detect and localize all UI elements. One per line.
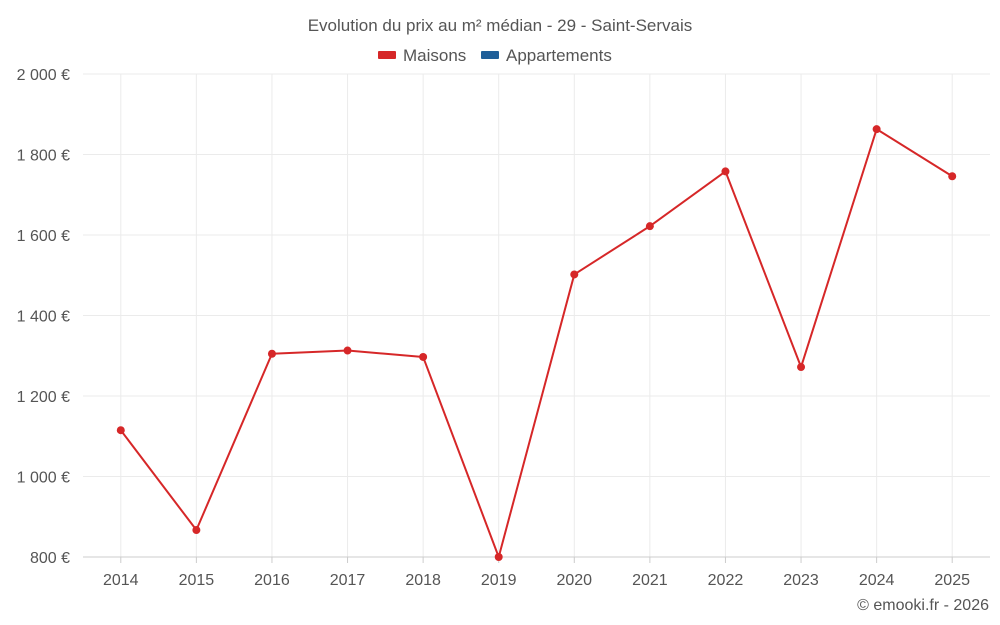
credit-text: © emooki.fr - 2026: [857, 597, 989, 614]
data-point[interactable]: [797, 363, 806, 372]
chart-title: Evolution du prix au m² médian - 29 - Sa…: [308, 16, 693, 35]
x-tick-label: 2016: [254, 572, 290, 589]
data-point[interactable]: [872, 125, 881, 134]
x-tick-label: 2025: [934, 572, 970, 589]
y-tick-label: 1 600 €: [17, 228, 70, 245]
axes: 800 € 1 000 € 1 200 € 1 400 € 1 600 € 1 800 €…: [17, 67, 990, 589]
x-tick-label: 2024: [859, 572, 895, 589]
data-point[interactable]: [343, 346, 352, 355]
x-tick-label: 2019: [481, 572, 517, 589]
y-tick-label: 800 €: [30, 550, 70, 567]
legend: Maisons Appartements: [378, 46, 612, 65]
data-point[interactable]: [494, 553, 503, 561]
x-tick-label: 2020: [556, 572, 592, 589]
x-tick-label: 2022: [708, 572, 744, 589]
x-tick-label: 2017: [330, 572, 366, 589]
y-tick-label: 1 000 €: [17, 470, 70, 487]
y-tick-label: 1 400 €: [17, 309, 70, 326]
grid: [83, 73, 990, 558]
data-point[interactable]: [192, 526, 201, 535]
data-point[interactable]: [570, 270, 579, 279]
legend-label-appartements: Appartements: [506, 46, 612, 65]
x-tick-label: 2015: [179, 572, 215, 589]
x-tick-label: 2014: [103, 572, 139, 589]
legend-item-maisons[interactable]: Maisons: [378, 46, 466, 65]
x-tick-label: 2018: [405, 572, 441, 589]
legend-swatch-appartements: [481, 51, 499, 59]
plot-area: [116, 125, 957, 561]
x-tick-label: 2023: [783, 572, 819, 589]
series-line-maisons: [119, 128, 953, 558]
legend-item-appartements[interactable]: Appartements: [481, 46, 612, 65]
legend-swatch-maisons: [378, 51, 396, 59]
data-point[interactable]: [116, 426, 125, 435]
y-tick-label: 1 200 €: [17, 389, 70, 406]
data-point[interactable]: [645, 222, 654, 231]
data-point[interactable]: [948, 172, 957, 181]
y-tick-label: 1 800 €: [17, 148, 70, 165]
legend-label-maisons: Maisons: [403, 46, 466, 65]
x-tick-label: 2021: [632, 572, 668, 589]
data-point[interactable]: [721, 167, 730, 176]
data-point[interactable]: [267, 349, 276, 358]
y-tick-label: 2 000 €: [17, 67, 70, 84]
data-point[interactable]: [419, 352, 428, 361]
